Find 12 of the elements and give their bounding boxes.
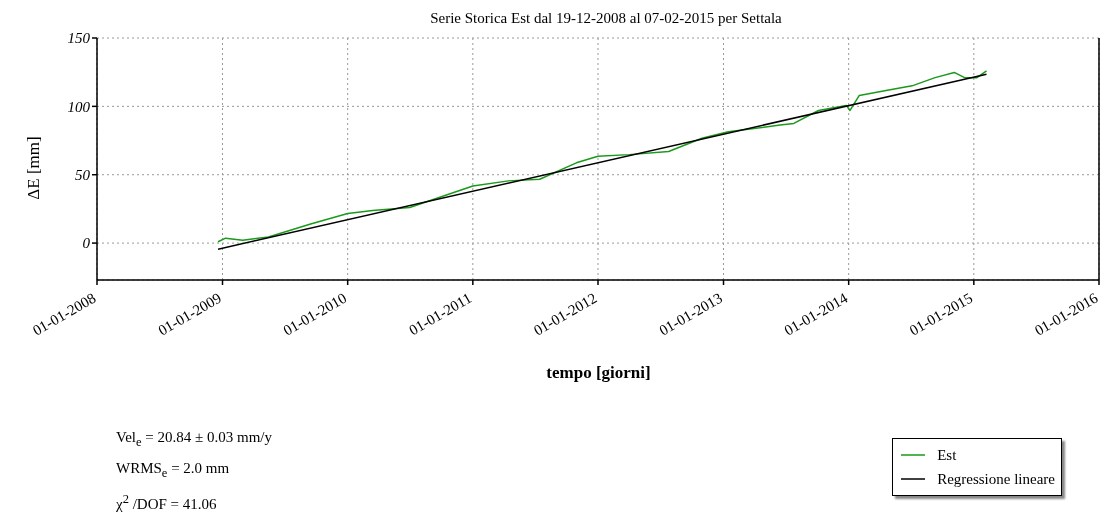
y-axis-title: ΔE [mm] xyxy=(24,136,44,200)
text: χ$^{2}$ /DOF = 41.06 xyxy=(116,491,218,514)
legend-label: Est xyxy=(937,446,957,465)
y-tick-label: 50 xyxy=(75,167,91,184)
legend-label: Regressione lineare xyxy=(937,470,1055,489)
y-tick-label: 0 xyxy=(82,235,91,252)
x-axis-title: tempo [giorni] xyxy=(545,363,652,383)
y-tick-label: 150 xyxy=(67,30,91,47)
chart-title: Serie Storica Est dal 19-12-2008 al 07-02-2015 per Settala xyxy=(429,10,783,27)
text: WRMS$_{e}$ = 2.0 mm xyxy=(116,459,231,482)
text: Vel$_{e}$ = 20.84 ± 0.03 mm/y xyxy=(116,428,273,451)
y-tick-label: 100 xyxy=(67,98,91,115)
